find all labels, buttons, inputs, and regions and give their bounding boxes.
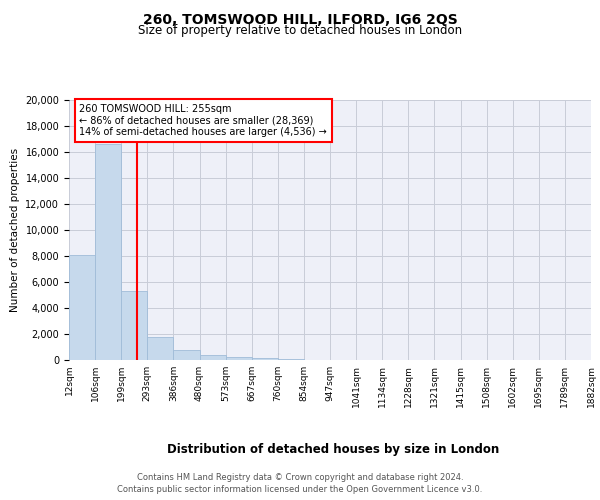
Text: Contains public sector information licensed under the Open Government Licence v3: Contains public sector information licen… <box>118 485 482 494</box>
Bar <box>199 355 226 360</box>
Bar <box>148 337 173 360</box>
Text: Distribution of detached houses by size in London: Distribution of detached houses by size … <box>167 442 499 456</box>
Bar <box>173 350 199 360</box>
Text: Size of property relative to detached houses in London: Size of property relative to detached ho… <box>138 24 462 37</box>
Bar <box>121 291 148 360</box>
Bar <box>278 358 304 360</box>
Bar <box>226 358 252 360</box>
Text: 260 TOMSWOOD HILL: 255sqm
← 86% of detached houses are smaller (28,369)
14% of s: 260 TOMSWOOD HILL: 255sqm ← 86% of detac… <box>79 104 327 137</box>
Bar <box>69 254 95 360</box>
Text: 260, TOMSWOOD HILL, ILFORD, IG6 2QS: 260, TOMSWOOD HILL, ILFORD, IG6 2QS <box>143 12 457 26</box>
Text: Contains HM Land Registry data © Crown copyright and database right 2024.: Contains HM Land Registry data © Crown c… <box>137 472 463 482</box>
Bar <box>95 144 121 360</box>
Y-axis label: Number of detached properties: Number of detached properties <box>10 148 20 312</box>
Bar <box>252 358 278 360</box>
